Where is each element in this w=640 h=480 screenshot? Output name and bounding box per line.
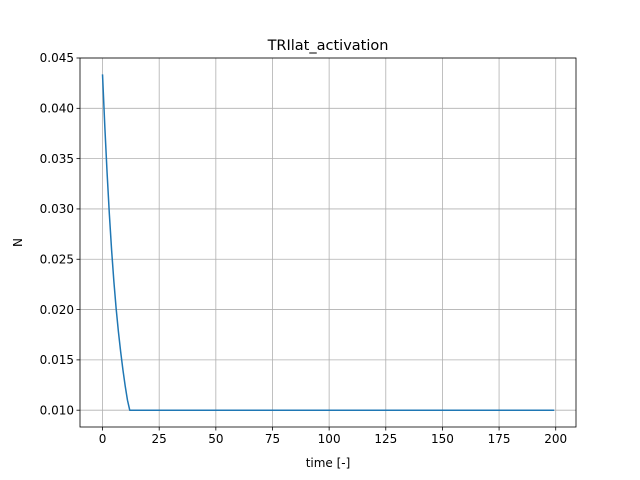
- x-axis-ticks: 0 25 50 75 100 125 150 175 200: [99, 427, 567, 446]
- series-layer: [101, 74, 555, 411]
- y-tick-label: 0.010: [40, 403, 74, 417]
- x-tick-label: 175: [488, 432, 511, 446]
- y-tick-label: 0.030: [40, 202, 74, 216]
- y-tick-label: 0.040: [40, 102, 74, 116]
- x-tick-label: 125: [374, 432, 397, 446]
- y-axis-ticks: 0.010 0.015 0.020 0.025 0.030 0.035 0.040 0.045: [40, 51, 80, 417]
- series-line-0: [101, 74, 555, 411]
- x-tick-label: 25: [152, 432, 167, 446]
- x-axis-label: time [-]: [306, 456, 351, 470]
- plot-frame: [79, 57, 577, 428]
- chart-title: TRIlat_activation: [267, 38, 389, 54]
- x-tick-label: 200: [544, 432, 567, 446]
- x-tick-label: 0: [99, 432, 107, 446]
- y-tick-label: 0.020: [40, 303, 74, 317]
- x-tick-label: 75: [265, 432, 280, 446]
- x-tick-label: 150: [431, 432, 454, 446]
- y-tick-label: 0.045: [40, 51, 74, 65]
- x-tick-label: 100: [318, 432, 341, 446]
- plot-area: [80, 58, 576, 427]
- x-tick-label: 50: [208, 432, 223, 446]
- y-axis-label: N: [11, 238, 25, 247]
- y-tick-label: 0.015: [40, 353, 74, 367]
- y-tick-label: 0.025: [40, 252, 74, 266]
- y-tick-label: 0.035: [40, 152, 74, 166]
